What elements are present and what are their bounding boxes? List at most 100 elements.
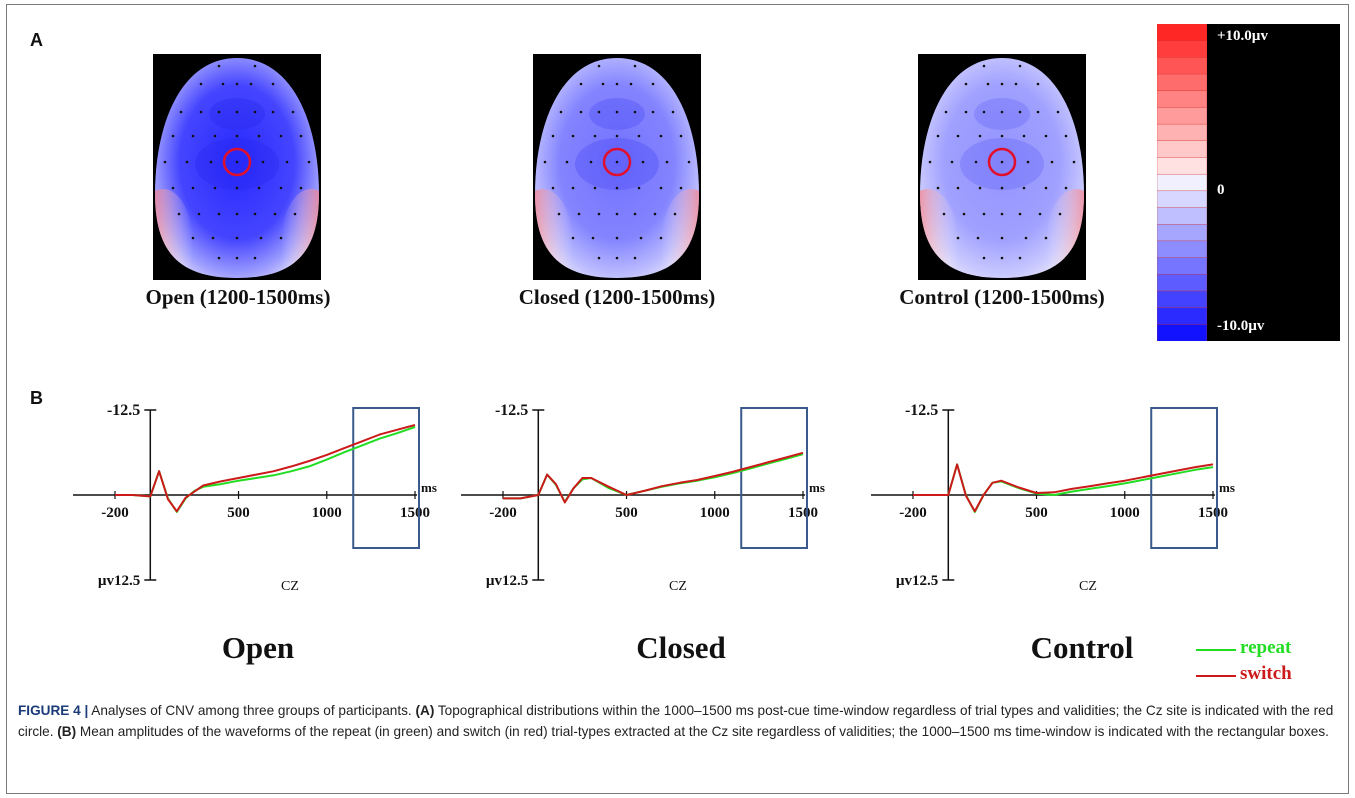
- y-axis-top-label: -12.5: [905, 402, 938, 419]
- color-scale-min-label: -10.0µv: [1217, 318, 1265, 334]
- electrode-dot: [659, 186, 663, 190]
- legend-swatch-repeat: [1196, 649, 1236, 651]
- topomap-core-blob: [195, 138, 279, 190]
- color-scale-step: [1157, 190, 1207, 209]
- electrode-dot: [163, 160, 167, 164]
- electrode-dot: [185, 160, 189, 164]
- electrode-dot: [974, 160, 978, 164]
- electrode-dot: [235, 256, 239, 260]
- electrode-dot: [641, 160, 645, 164]
- color-scale-step: [1157, 24, 1207, 42]
- electrode-dot: [571, 186, 575, 190]
- figure-frame: [6, 4, 1349, 794]
- cz-site-circle: [602, 147, 632, 177]
- color-scale-step: [1157, 40, 1207, 59]
- electrode-dot: [982, 212, 986, 216]
- electrode-dot: [271, 110, 275, 114]
- electrode-dot: [964, 110, 968, 114]
- panel-a-label: A: [30, 30, 43, 50]
- electrode-dot: [1026, 160, 1030, 164]
- electrode-dot: [209, 160, 213, 164]
- electrode-dot: [1000, 212, 1004, 216]
- electrode-dot: [1058, 212, 1062, 216]
- channel-label: CZ: [669, 579, 687, 594]
- color-scale-step: [1157, 240, 1207, 259]
- electrode-dot: [253, 110, 257, 114]
- color-scale-step: [1157, 157, 1207, 175]
- topomap-open: [153, 54, 321, 280]
- figure-label: FIGURE 4 |: [18, 703, 89, 718]
- electrode-dot: [982, 256, 986, 260]
- electrode-dot: [577, 212, 581, 216]
- electrode-dot: [615, 212, 619, 216]
- electrode-dot: [191, 134, 195, 138]
- electrode-dot: [956, 236, 960, 240]
- electrode-dot: [956, 186, 960, 190]
- electrode-dot: [199, 110, 203, 114]
- electrode-dot: [1000, 186, 1004, 190]
- x-tick-label: 1000: [1110, 505, 1140, 521]
- caption-b-tag: (B): [57, 724, 77, 739]
- color-scale-bar: [1157, 24, 1207, 341]
- color-scale-step: [1157, 207, 1207, 225]
- color-scale-step: [1157, 257, 1207, 275]
- color-scale: +10.0µv 0 -10.0µv: [1157, 24, 1340, 341]
- electrode-dot: [253, 256, 257, 260]
- electrode-dot: [615, 110, 619, 114]
- electrode-dot: [615, 82, 619, 86]
- x-tick-label: 500: [1025, 505, 1048, 521]
- electrode-dot: [579, 110, 583, 114]
- electrode-dot: [1044, 186, 1048, 190]
- series-line-switch: [503, 451, 804, 504]
- electrode-dot: [299, 134, 303, 138]
- electrode-dot: [1064, 186, 1068, 190]
- electrode-dot: [936, 186, 940, 190]
- electrode-dot: [253, 64, 257, 68]
- x-tick-label: 1000: [312, 505, 342, 521]
- electrode-dot: [982, 64, 986, 68]
- time-window-box: [352, 407, 420, 549]
- electrode-dot: [665, 160, 669, 164]
- electrode-dot: [593, 186, 597, 190]
- electrode-dot: [615, 160, 619, 164]
- x-tick-label: 500: [227, 505, 250, 521]
- channel-label: CZ: [1079, 579, 1097, 594]
- electrode-dot: [687, 160, 691, 164]
- electrode-dot: [217, 256, 221, 260]
- caption-intro: Analyses of CNV among three groups of pa…: [88, 703, 416, 718]
- color-scale-max-label: +10.0µv: [1217, 28, 1268, 44]
- electrode-dot: [217, 110, 221, 114]
- x-tick-label: -200: [489, 505, 517, 521]
- electrode-dot: [235, 82, 239, 86]
- electrode-dot: [217, 64, 221, 68]
- electrode-dot: [197, 212, 201, 216]
- electrode-dot: [629, 82, 633, 86]
- electrode-dot: [615, 256, 619, 260]
- x-tick-label: 1500: [400, 505, 430, 521]
- electrode-dot: [179, 110, 183, 114]
- electrode-dot: [976, 236, 980, 240]
- caption-a-text: Topographical distributions within the 1…: [18, 703, 1334, 739]
- electrode-dot: [1018, 256, 1022, 260]
- electrode-dot: [956, 134, 960, 138]
- electrode-dot: [279, 134, 283, 138]
- electrode-dot: [571, 236, 575, 240]
- electrode-dot: [279, 236, 283, 240]
- electrode-dot: [986, 82, 990, 86]
- electrode-dot: [679, 186, 683, 190]
- electrode-dot: [597, 64, 601, 68]
- legend-label-switch: switch: [1240, 663, 1292, 684]
- topomap-frontal-blob: [209, 98, 265, 130]
- electrode-dot: [589, 160, 593, 164]
- electrode-dot: [978, 186, 982, 190]
- electrode-dot: [213, 186, 217, 190]
- electrode-dot: [639, 236, 643, 240]
- electrode-dot: [1000, 134, 1004, 138]
- x-axis-unit-label: ms: [1219, 480, 1235, 495]
- group-title-closed: Closed: [636, 630, 726, 665]
- electrode-dot: [637, 134, 641, 138]
- electrode-dot: [235, 134, 239, 138]
- electrode-dot: [591, 236, 595, 240]
- legend-swatch-switch: [1196, 675, 1236, 677]
- topomap-caption-closed: Closed (1200-1500ms): [518, 285, 716, 309]
